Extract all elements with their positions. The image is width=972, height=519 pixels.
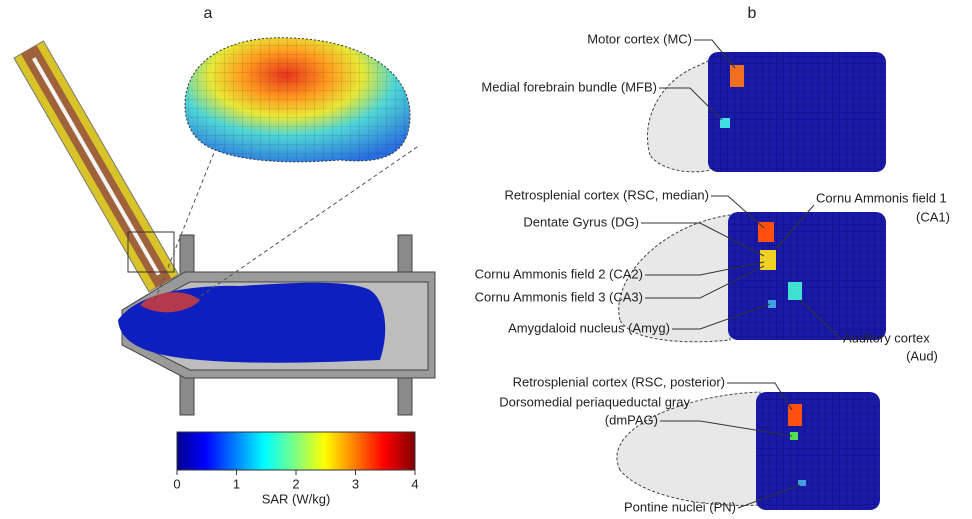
annotation: Pontine nuclei (PN) [624, 499, 736, 514]
annotation: Dorsomedial periaqueductal gray [499, 394, 690, 409]
colorbar-label: SAR (W/kg) [262, 491, 331, 506]
annotation: (Aud) [906, 348, 938, 363]
annotation: Retrosplenial cortex (RSC, median) [505, 187, 709, 202]
annotation: (CA1) [916, 209, 950, 224]
colorbar-tick-label: 0 [173, 476, 180, 491]
annotation: Retrosplenial cortex (RSC, posterior) [513, 374, 725, 389]
leader-lines [641, 39, 842, 509]
annotation: Motor cortex (MC) [587, 31, 692, 46]
brain-hotspot [140, 292, 200, 313]
antenna [13, 40, 180, 293]
colorbar [176, 431, 416, 471]
annotation: Amygdaloid nucleus (Amyg) [508, 320, 670, 335]
annotation: Dentate Gyrus (DG) [523, 214, 639, 229]
brain-views [616, 52, 886, 510]
colorbar-tick-label: 2 [292, 476, 299, 491]
annotation: Auditory cortex [843, 330, 930, 345]
annotation: Cornu Ammonis field 1 [816, 190, 947, 205]
panel-label: b [748, 5, 757, 22]
annotation: Cornu Ammonis field 3 (CA3) [475, 289, 643, 304]
colorbar-tick-label: 3 [352, 476, 359, 491]
brain-inset [184, 37, 411, 163]
annotation: (dmPAG) [605, 412, 658, 427]
panel-label: a [204, 5, 213, 22]
zoom-line [154, 144, 421, 301]
colorbar-tick-label: 4 [411, 476, 418, 491]
colorbar-tick-label: 1 [233, 476, 240, 491]
annotation: Cornu Ammonis field 2 (CA2) [475, 266, 643, 281]
annotation: Medial forebrain bundle (MFB) [481, 79, 657, 94]
